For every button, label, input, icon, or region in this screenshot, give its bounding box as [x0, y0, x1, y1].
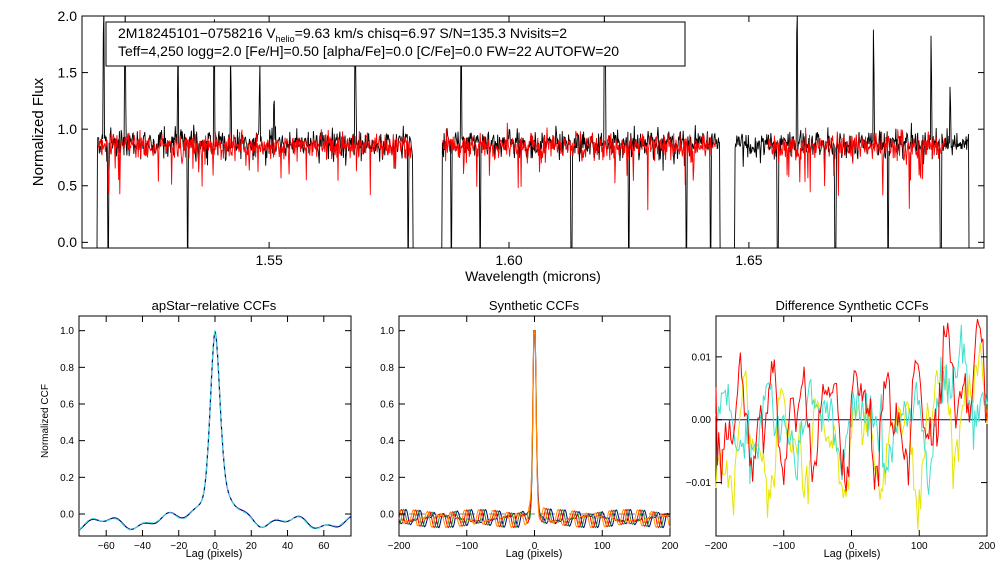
apstar-ccf-ytick-label: 0.0	[60, 510, 74, 521]
difference-ccf-diff-red	[715, 318, 988, 492]
apstar-ccf-xtick-label: 0	[212, 541, 218, 552]
apstar-ccf-lines	[78, 330, 352, 531]
apstar-ccf-ytick-label: 0.6	[60, 400, 74, 411]
info-line-1: 2M18245101−0758216 Vhelio=9.63 km/s chis…	[118, 25, 567, 44]
difference-ccf-xtick-label: −100	[772, 541, 795, 552]
synthetic-ccf-ytick-label: 0.8	[380, 363, 394, 374]
apstar-ccf-xtick-label: 20	[246, 541, 258, 552]
apstar-ccf-xtick-label: −20	[170, 541, 187, 552]
apstar-ccf-x-label: Lag (pixels)	[186, 548, 243, 560]
difference-ccf-xtick-label: 200	[979, 541, 996, 552]
difference-ccf-ytick-label: −0.01	[686, 478, 712, 489]
spectrum-ticks: 1.55 1.60 1.65 0.0 0.5 1.0 1.5 2.0	[58, 8, 984, 268]
difference-ccf-ytick-label: 0.01	[692, 352, 712, 363]
synthetic-ccf-synth-orange	[398, 330, 671, 529]
synthetic-ccf-ticks: −200 −100 0 100 200 0.0 0.2 0.4 0.6 0.8 1.0	[380, 316, 679, 552]
spectrum-ytick-label: 1.0	[58, 121, 78, 137]
spectrum-lines	[96, 16, 970, 248]
difference-ccf-ytick-label: 0.00	[692, 415, 712, 426]
apstar-ccf-title: apStar−relative CCFs	[152, 298, 277, 313]
model-spectrum-chip-1	[96, 129, 412, 196]
apstar-ccf-xtick-label: 60	[318, 541, 330, 552]
spectrum-xtick-label: 1.65	[735, 252, 762, 268]
info-line-2: Teff=4,250 logg=2.0 [Fe/H]=0.50 [alpha/F…	[118, 43, 619, 59]
difference-ccf-xtick-label: 100	[911, 541, 928, 552]
difference-ccf-panel: Difference Synthetic CCFs −200 −100 0 100 20…	[686, 298, 996, 560]
spectrum-ytick-label: 0.0	[58, 234, 78, 250]
apstar-ccf-ytick-label: 0.4	[60, 436, 74, 447]
spectrum-panel: 1.55 1.60 1.65 0.0 0.5 1.0 1.5 2.0 2M18245101−0…	[30, 8, 985, 284]
apstar-ccf-panel: apStar−relative CCFs −60 −40 −20 0 20 40 60 0.0…	[40, 298, 352, 560]
synthetic-ccf-ytick-label: 0.6	[380, 400, 394, 411]
apstar-ccf-ytick-label: 0.2	[60, 473, 74, 484]
apstar-ccf-visit-2	[78, 330, 352, 531]
synthetic-ccf-xtick-label: 100	[594, 541, 611, 552]
difference-ccf-lines	[715, 318, 988, 531]
synthetic-ccf-title: Synthetic CCFs	[489, 298, 580, 313]
difference-ccf-xtick-label: 0	[849, 541, 855, 552]
spectrum-x-label: Wavelength (microns)	[465, 268, 601, 284]
apstar-ccf-ytick-label: 1.0	[60, 326, 74, 337]
synthetic-ccf-xtick-label: −200	[388, 541, 411, 552]
synthetic-ccf-ytick-label: 1.0	[380, 326, 394, 337]
difference-ccf-x-label: Lag (pixels)	[824, 548, 881, 560]
spectrum-plot-frame	[81, 15, 985, 249]
spectrum-xtick-label: 1.60	[495, 252, 522, 268]
difference-ccf-xtick-label: −200	[705, 541, 728, 552]
spectrum-xtick-label: 1.55	[255, 252, 282, 268]
synthetic-ccf-xtick-label: 0	[532, 541, 538, 552]
apstar-ccf-y-label: Normalized CCF	[40, 384, 51, 458]
synthetic-ccf-ytick-label: 0.4	[380, 436, 394, 447]
synthetic-ccf-xtick-label: 200	[662, 541, 679, 552]
apstar-ccf-ytick-label: 0.8	[60, 363, 74, 374]
synthetic-ccf-x-label: Lag (pixels)	[506, 548, 563, 560]
spectrum-ytick-label: 0.5	[58, 178, 78, 194]
model-spectrum-chip-3	[767, 127, 946, 209]
synthetic-ccf-panel: Synthetic CCFs −200 −100 0 100 200 0.0 0.2 0.4 0…	[380, 298, 679, 560]
info-box	[105, 21, 686, 67]
synthetic-ccf-xtick-label: −100	[455, 541, 478, 552]
apstar-ccf-xtick-label: −60	[98, 541, 115, 552]
spectrum-ytick-label: 2.0	[58, 8, 78, 24]
model-spectrum-chip-2	[442, 122, 717, 211]
apstar-ccf-xtick-label: −40	[134, 541, 151, 552]
apstar-ccf-xtick-label: 40	[282, 541, 294, 552]
difference-ccf-title: Difference Synthetic CCFs	[776, 298, 929, 313]
synthetic-ccf-lines	[398, 330, 671, 529]
spectrum-y-label: Normalized Flux	[30, 77, 47, 186]
difference-ccf-ticks: −200 −100 0 100 200 −0.01 0.00 0.01	[686, 316, 996, 552]
apstar-ccf-ticks: −60 −40 −20 0 20 40 60 0.0 0.2 0.4 0.6 0.8 1.0	[60, 316, 351, 552]
spectrum-ytick-label: 1.5	[58, 64, 78, 80]
synthetic-ccf-ytick-label: 0.2	[380, 473, 394, 484]
synthetic-ccf-ytick-label: 0.0	[380, 510, 394, 521]
